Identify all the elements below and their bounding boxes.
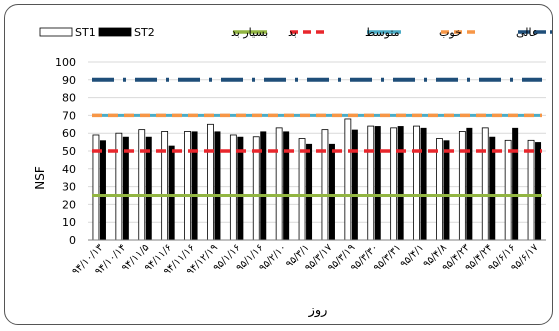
y-tick-label: 30: [62, 181, 76, 194]
bar-st2: [237, 136, 244, 240]
bar-st1: [481, 127, 489, 241]
legend-label: ST2: [134, 26, 155, 39]
bar-st1: [229, 134, 237, 241]
legend: عالی خوب متوسط بد بسیار بد ST2 ST1: [39, 26, 552, 39]
y-tick-label: 20: [62, 198, 76, 211]
bar-st2: [260, 131, 267, 240]
bar-layer: [92, 118, 542, 241]
threshold-layer: [92, 77, 542, 197]
bar-st2: [374, 126, 381, 240]
bar-st2: [99, 140, 106, 240]
bar-st2: [214, 131, 221, 240]
bar-st2: [306, 143, 313, 240]
bar-st1: [298, 138, 306, 241]
bar-st1: [344, 118, 352, 241]
bar-st2: [122, 136, 129, 240]
bar-st1: [504, 139, 512, 241]
bar-st1: [321, 129, 329, 241]
y-tick-label: 90: [62, 74, 76, 87]
bar-st2: [397, 126, 404, 240]
y-tick-label: 80: [62, 92, 76, 105]
bar-st1: [367, 125, 375, 241]
bar-st1: [390, 127, 398, 241]
legend-label: بسیار بد: [231, 26, 268, 39]
bar-st2: [466, 127, 473, 240]
bar-st2: [283, 131, 290, 240]
bar-st1: [184, 131, 191, 241]
bar-st2: [145, 136, 152, 240]
y-tick-label: 0: [69, 234, 76, 247]
grid-layer: [88, 61, 546, 223]
bar-st1: [436, 138, 443, 241]
legend-swatch: [98, 27, 132, 37]
bar-st1: [138, 129, 146, 241]
bar-st1: [275, 127, 283, 241]
y-tick-label: 10: [62, 216, 76, 229]
bar-st2: [512, 127, 519, 240]
legend-label: متوسط: [365, 26, 400, 39]
bar-st2: [351, 129, 358, 240]
legend-label: عالی: [516, 26, 538, 39]
y-tick-label: 60: [62, 127, 76, 140]
legend-label: بد: [288, 26, 297, 39]
legend-label: ST1: [75, 26, 96, 39]
y-tick-label: 70: [62, 109, 76, 122]
bar-st2: [489, 136, 496, 240]
bar-st2: [191, 131, 198, 240]
bar-st2: [535, 142, 542, 240]
y-tick-label: 100: [55, 56, 76, 69]
bar-st1: [527, 139, 535, 241]
legend-label: خوب: [439, 26, 462, 39]
x-axis-label: روز: [308, 303, 328, 318]
y-tick-label: 40: [62, 163, 76, 176]
bar-st1: [115, 132, 123, 241]
legend-swatch: [39, 27, 73, 37]
bar-st1: [458, 131, 466, 241]
bar-st1: [161, 131, 169, 241]
bar-st2: [420, 127, 427, 240]
x-tick-label: ۹۵/۴/۱: [398, 242, 426, 270]
y-axis-label: NSF: [33, 166, 47, 190]
bar-st1: [207, 123, 214, 241]
y-tick-label: 50: [62, 145, 76, 158]
bar-st2: [443, 140, 450, 240]
bar-st2: [328, 143, 335, 240]
bar-st2: [168, 145, 175, 240]
bar-st1: [413, 125, 420, 241]
